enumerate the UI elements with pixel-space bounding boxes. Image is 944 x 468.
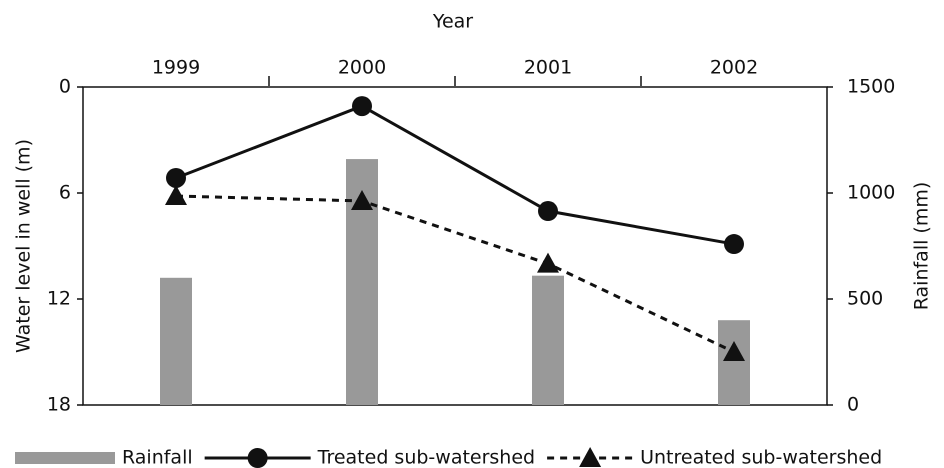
bar <box>160 277 192 405</box>
y-tick-label: 12 <box>47 288 71 310</box>
y2-tick-label: 500 <box>847 288 883 310</box>
legend-marker <box>247 448 268 468</box>
y2-tick-label: 0 <box>847 394 859 416</box>
line <box>175 104 735 246</box>
line <box>175 194 735 354</box>
x-tick-label: 2001 <box>524 57 572 79</box>
y-tick-label: 6 <box>59 182 71 204</box>
marker <box>538 201 558 222</box>
legend-label: Untreated sub-watershed <box>640 447 882 468</box>
marker <box>724 234 744 255</box>
legend-marker <box>579 447 602 467</box>
plot-frame <box>82 86 828 406</box>
y-tick-label: 0 <box>59 76 71 98</box>
legend-swatch <box>15 452 115 464</box>
y-axis-title: Water level in well (m) <box>13 139 35 353</box>
marker <box>165 185 187 206</box>
x-axis-title: Year <box>432 11 473 33</box>
marker <box>352 96 372 117</box>
x-tick-label: 1999 <box>152 57 200 79</box>
marker <box>537 252 559 273</box>
legend-label: Treated sub-watershed <box>317 447 535 468</box>
legend-label: Rainfall <box>122 447 193 468</box>
bar <box>718 320 750 405</box>
x-tick-label: 2000 <box>338 57 386 79</box>
x-tick-label: 2002 <box>710 57 758 79</box>
marker <box>723 341 745 361</box>
y2-axis-title: Rainfall (mm) <box>911 182 933 311</box>
marker <box>166 167 186 188</box>
y-tick-label: 18 <box>47 394 71 416</box>
marker <box>351 189 373 210</box>
y2-tick-label: 1000 <box>847 182 895 204</box>
y2-tick-label: 1500 <box>847 76 895 98</box>
bar <box>532 275 564 405</box>
